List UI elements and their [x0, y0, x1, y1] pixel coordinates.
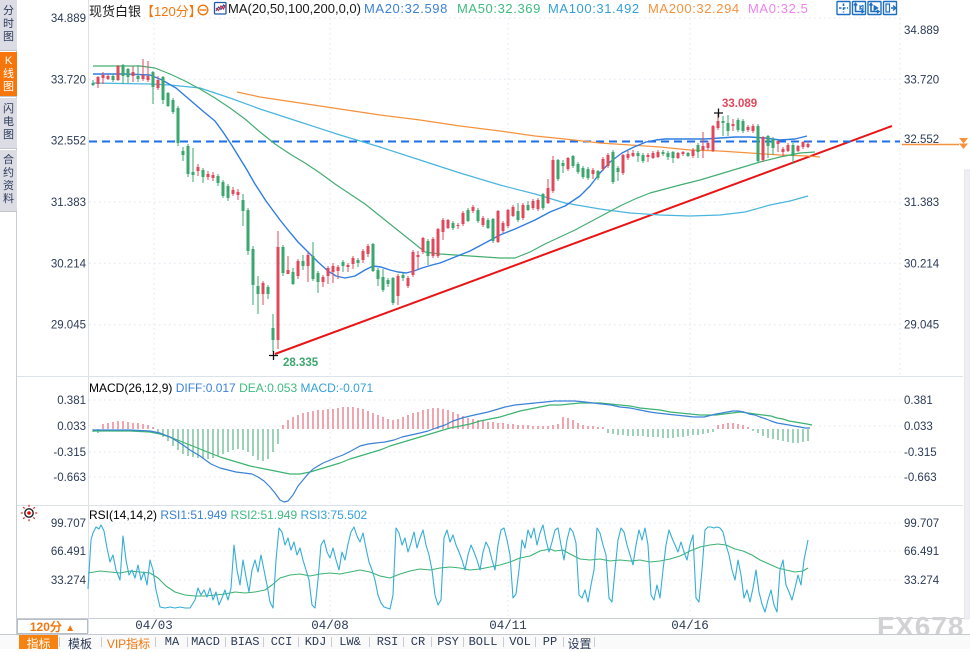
- svg-text:29.045: 29.045: [904, 320, 939, 332]
- svg-text:99.707: 99.707: [51, 518, 86, 530]
- svg-text:-0.315: -0.315: [53, 447, 86, 459]
- svg-text:-0.663: -0.663: [904, 472, 937, 484]
- svg-text:33.089: 33.089: [722, 98, 757, 110]
- svg-text:32.552: 32.552: [904, 134, 939, 146]
- svg-text:31.383: 31.383: [904, 197, 939, 209]
- svg-text:28.335: 28.335: [283, 357, 319, 369]
- svg-text:66.491: 66.491: [51, 546, 86, 558]
- svg-text:04/16: 04/16: [671, 619, 709, 633]
- svg-text:34.889: 34.889: [904, 25, 939, 37]
- svg-text:33.274: 33.274: [904, 575, 940, 587]
- svg-text:04/11: 04/11: [489, 619, 527, 633]
- svg-text:66.491: 66.491: [904, 546, 939, 558]
- svg-text:30.214: 30.214: [51, 258, 87, 270]
- svg-text:-0.315: -0.315: [904, 447, 937, 459]
- svg-text:34.889: 34.889: [51, 13, 86, 25]
- svg-text:30.214: 30.214: [904, 258, 940, 270]
- svg-text:0.381: 0.381: [57, 395, 86, 407]
- svg-text:33.720: 33.720: [51, 74, 86, 86]
- svg-text:99.707: 99.707: [904, 518, 939, 530]
- svg-text:0.033: 0.033: [57, 421, 86, 433]
- svg-text:-0.663: -0.663: [53, 472, 86, 484]
- svg-text:04/08: 04/08: [311, 619, 349, 633]
- svg-text:0.381: 0.381: [904, 395, 933, 407]
- svg-text:29.045: 29.045: [51, 320, 86, 332]
- svg-text:33.720: 33.720: [904, 74, 939, 86]
- svg-text:04/03: 04/03: [135, 619, 173, 633]
- svg-text:33.274: 33.274: [51, 575, 87, 587]
- svg-text:0.033: 0.033: [904, 421, 933, 433]
- svg-text:31.383: 31.383: [51, 197, 86, 209]
- svg-text:32.552: 32.552: [51, 136, 86, 148]
